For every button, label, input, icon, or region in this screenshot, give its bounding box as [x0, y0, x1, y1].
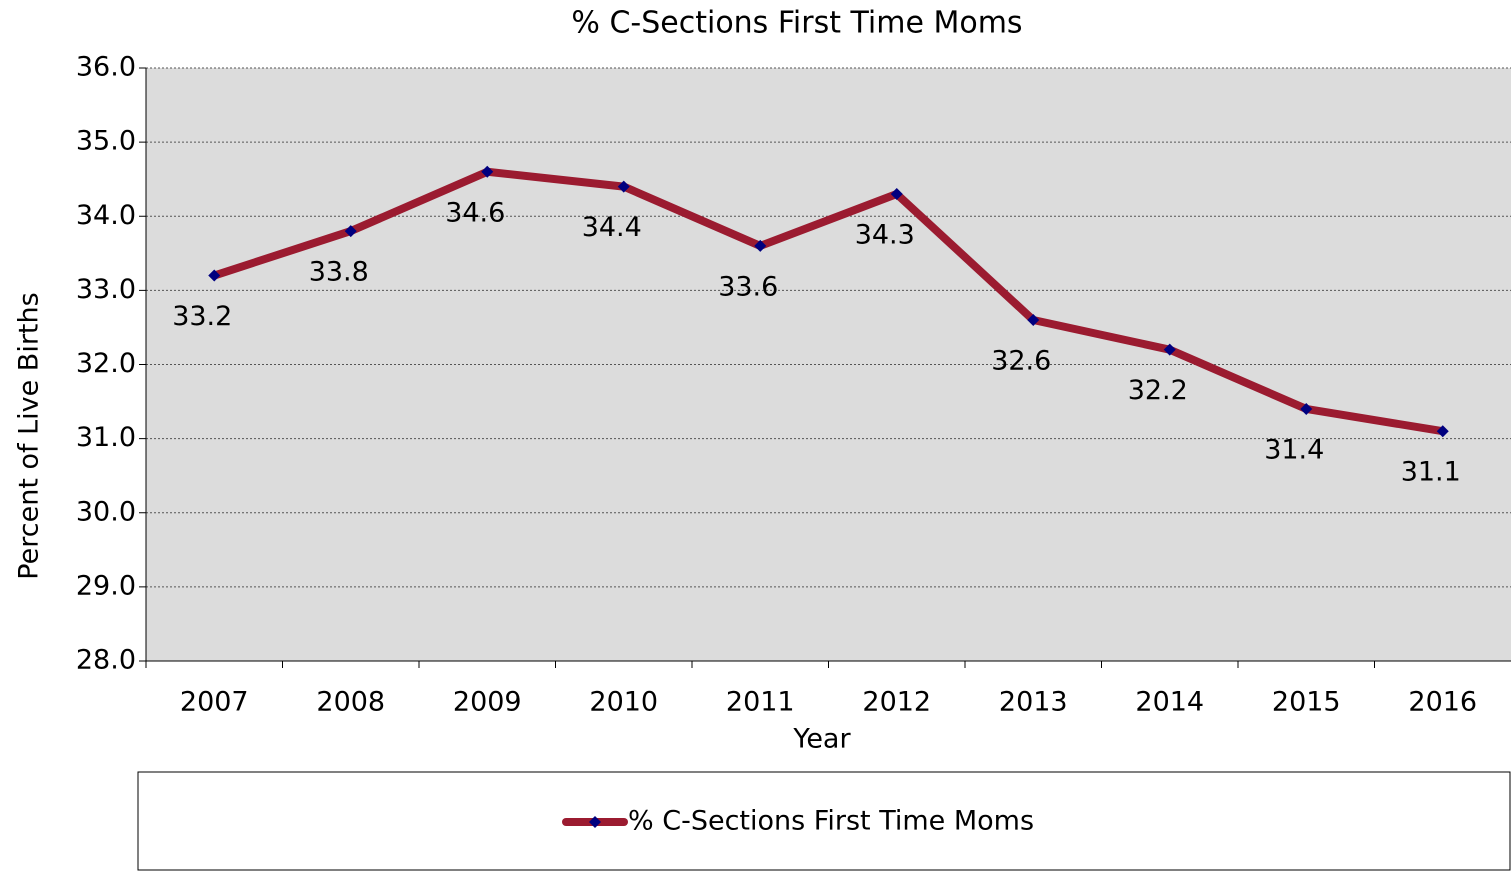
data-label: 33.2 — [172, 301, 232, 332]
marker — [1436, 425, 1449, 438]
data-label: 31.4 — [1264, 434, 1324, 465]
data-label: 34.3 — [855, 220, 915, 251]
series-line — [213, 167, 1444, 436]
legend-label: % C-Sections First Time Moms — [628, 806, 1034, 837]
marker — [890, 188, 903, 201]
y-tick-label: 28.0 — [76, 645, 136, 676]
marker — [754, 239, 767, 252]
marker — [208, 269, 221, 282]
legend-box — [137, 771, 1511, 871]
data-label: 31.1 — [1401, 457, 1461, 488]
y-tick-label: 31.0 — [76, 422, 136, 453]
marker — [481, 165, 494, 178]
y-tick-label: 30.0 — [76, 496, 136, 527]
marker — [1300, 402, 1313, 415]
data-label: 33.8 — [309, 257, 369, 288]
y-axis-title: Percent of Live Births — [14, 292, 45, 579]
marker — [1027, 314, 1040, 327]
x-tick-label: 2015 — [1272, 687, 1341, 718]
y-tick-label: 36.0 — [76, 52, 136, 83]
legend-marker — [589, 816, 601, 828]
x-tick-label: 2011 — [726, 687, 795, 718]
x-tick-label: 2008 — [316, 687, 385, 718]
chart-title: % C-Sections First Time Moms — [571, 6, 1022, 41]
y-tick-label: 29.0 — [76, 570, 136, 601]
data-label: 34.4 — [582, 212, 642, 243]
x-tick-label: 2014 — [1135, 687, 1204, 718]
x-tick-label: 2016 — [1408, 687, 1477, 718]
x-tick-label: 2007 — [180, 687, 249, 718]
data-label: 32.6 — [991, 346, 1051, 377]
y-tick-label: 33.0 — [76, 274, 136, 305]
y-tick-label: 32.0 — [76, 348, 136, 379]
marker — [1163, 343, 1176, 356]
data-label: 33.6 — [718, 271, 778, 302]
x-tick-label: 2012 — [862, 687, 931, 718]
data-label: 32.2 — [1128, 375, 1188, 406]
marker — [344, 225, 357, 238]
x-axis-title: Year — [792, 724, 851, 755]
x-tick-label: 2009 — [453, 687, 522, 718]
marker — [617, 180, 630, 193]
y-tick-label: 35.0 — [76, 126, 136, 157]
x-tick-label: 2010 — [589, 687, 658, 718]
y-tick-label: 34.0 — [76, 200, 136, 231]
data-label: 34.6 — [445, 197, 505, 228]
x-tick-label: 2013 — [999, 687, 1068, 718]
